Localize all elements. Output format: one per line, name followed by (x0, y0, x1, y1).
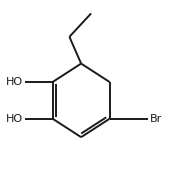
Text: HO: HO (6, 77, 23, 87)
Text: HO: HO (6, 114, 23, 124)
Text: Br: Br (150, 114, 162, 124)
